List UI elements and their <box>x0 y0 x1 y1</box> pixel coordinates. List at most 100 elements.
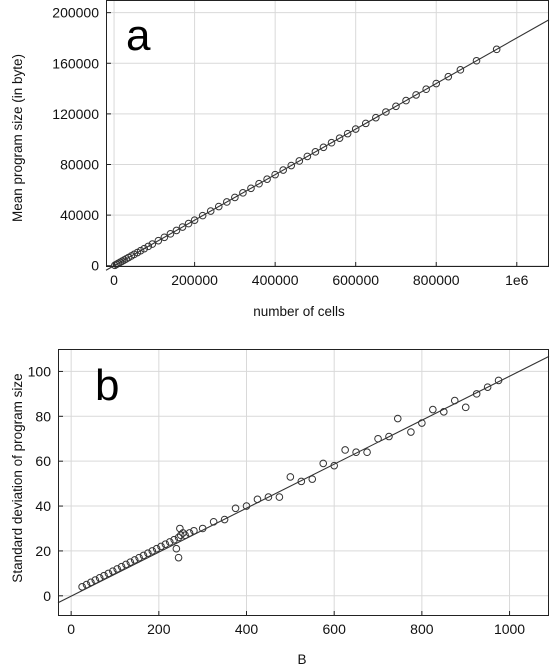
y-tick-label-a: 0 <box>91 258 99 274</box>
data-point <box>255 179 263 188</box>
data-point <box>112 260 121 269</box>
x-tick-label-a: 800000 <box>413 272 460 288</box>
data-point <box>160 233 169 242</box>
data-point <box>335 134 344 142</box>
x-axis-label-a: number of cells <box>253 304 345 319</box>
data-point <box>429 405 437 414</box>
data-point <box>330 461 338 470</box>
data-point <box>483 383 492 391</box>
data-point <box>220 515 229 524</box>
data-point <box>87 578 95 587</box>
data-point <box>341 446 349 454</box>
data-point <box>91 576 100 584</box>
data-point <box>152 544 161 553</box>
data-point <box>144 242 153 251</box>
data-point <box>231 504 240 513</box>
data-points-a <box>111 45 501 270</box>
data-point <box>166 230 175 238</box>
data-point <box>100 571 108 580</box>
data-point <box>472 56 481 65</box>
data-point <box>432 79 441 88</box>
y-axis-label-a: Mean program size (in byte) <box>10 54 25 222</box>
y-axis-label-b: Standard deviation of program size <box>10 373 25 582</box>
panel-label-b: b <box>95 361 119 410</box>
data-point <box>140 244 149 253</box>
data-point <box>209 517 218 526</box>
data-point <box>311 148 320 156</box>
y-tick-label-b: 100 <box>28 363 52 379</box>
data-point <box>172 226 181 235</box>
data-point <box>181 531 189 540</box>
data-point <box>385 432 393 441</box>
data-point <box>382 108 390 116</box>
data-point <box>157 542 165 551</box>
panel-label-a: a <box>126 11 151 60</box>
y-tick-label-a: 200000 <box>52 5 99 21</box>
data-point <box>170 535 178 544</box>
data-point <box>263 175 271 183</box>
data-point <box>239 189 247 197</box>
data-point <box>444 72 453 81</box>
data-point <box>190 216 199 224</box>
grid-a <box>106 0 549 267</box>
data-point <box>206 207 215 215</box>
data-point <box>264 493 273 501</box>
grid-b <box>58 349 549 616</box>
data-point <box>393 414 402 423</box>
data-point <box>130 556 139 564</box>
x-tick-label-a: 400000 <box>252 272 299 288</box>
data-point <box>126 558 135 566</box>
data-point <box>135 553 143 562</box>
data-point <box>247 184 255 193</box>
data-point <box>363 448 371 457</box>
data-point <box>461 403 470 412</box>
data-point <box>108 567 117 575</box>
data-point <box>185 529 194 537</box>
data-point <box>308 475 317 483</box>
data-point <box>319 143 328 152</box>
plot-area-a <box>106 0 549 267</box>
data-point <box>190 526 198 535</box>
x-tick-label-b: 400 <box>235 621 259 637</box>
data-point <box>439 408 448 416</box>
y-tick-label-a: 120000 <box>52 106 99 122</box>
data-point <box>271 170 279 179</box>
data-point <box>361 119 370 128</box>
data-point <box>472 390 481 398</box>
data-points-b <box>78 376 503 591</box>
data-point <box>174 533 183 542</box>
x-tick-label-b: 0 <box>67 621 75 637</box>
data-point <box>297 477 306 486</box>
data-point <box>319 459 328 468</box>
data-point <box>214 202 223 211</box>
data-point <box>113 565 121 573</box>
data-point <box>303 152 312 161</box>
data-point <box>450 396 459 405</box>
data-point <box>184 219 193 228</box>
data-point <box>253 495 262 504</box>
data-point <box>374 434 382 443</box>
data-point <box>117 562 126 571</box>
fit-line-b <box>57 355 550 604</box>
data-point <box>412 91 420 99</box>
y-tick-label-a: 40000 <box>60 207 99 223</box>
x-tick-label-b: 1000 <box>494 621 525 637</box>
data-point <box>82 580 91 589</box>
chart-panel-a: 0 200000 400000 600000 800000 1e6 0 40000 80000 1… <box>10 0 550 319</box>
x-tick-label-a: 1e6 <box>505 272 529 288</box>
axes-frame-a <box>106 0 549 267</box>
data-point <box>139 551 148 560</box>
data-point <box>104 569 113 578</box>
x-tick-label-a: 200000 <box>171 272 218 288</box>
data-point <box>176 531 185 540</box>
data-point <box>122 560 130 569</box>
y-tick-label-a: 80000 <box>60 157 99 173</box>
data-point <box>120 256 128 264</box>
y-tick-label-b: 40 <box>35 498 51 514</box>
data-point <box>198 524 207 533</box>
data-point <box>286 473 295 481</box>
data-point <box>402 96 410 105</box>
data-point <box>351 125 360 133</box>
data-point <box>148 547 157 555</box>
y-tick-label-a: 160000 <box>52 55 99 71</box>
